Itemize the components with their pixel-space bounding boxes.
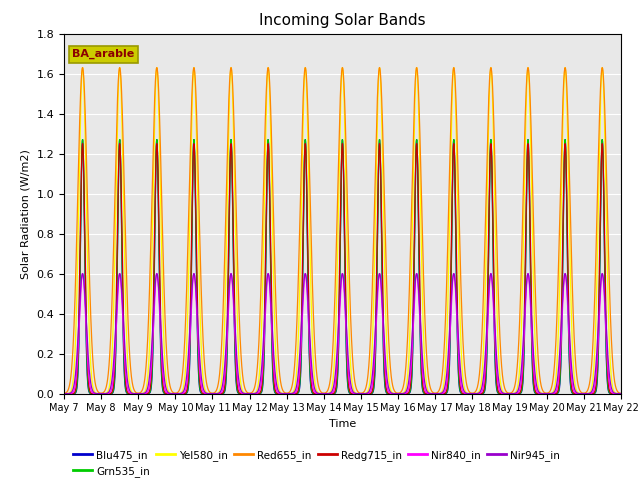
Text: BA_arable: BA_arable [72,49,134,59]
Y-axis label: Solar Radiation (W/m2): Solar Radiation (W/m2) [21,149,31,278]
X-axis label: Time: Time [329,419,356,429]
Title: Incoming Solar Bands: Incoming Solar Bands [259,13,426,28]
Legend: Blu475_in, Grn535_in, Yel580_in, Red655_in, Redg715_in, Nir840_in, Nir945_in: Blu475_in, Grn535_in, Yel580_in, Red655_… [69,445,564,480]
